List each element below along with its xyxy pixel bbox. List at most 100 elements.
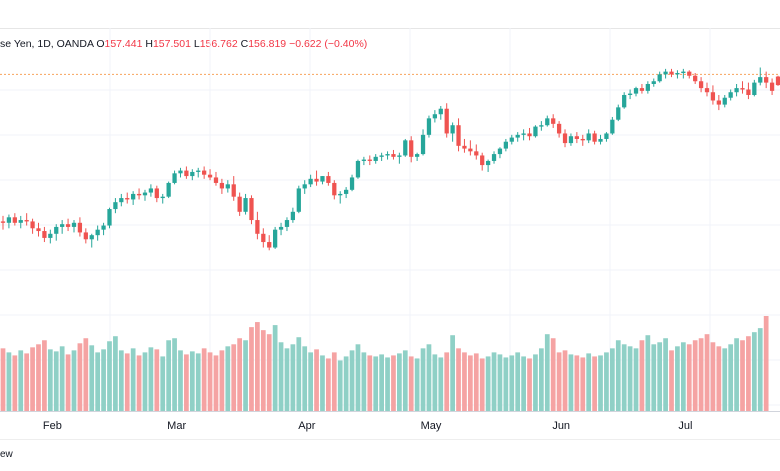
- candle: [397, 152, 402, 164]
- candle: [533, 125, 538, 138]
- candle-body: [580, 138, 585, 141]
- candle: [42, 226, 47, 243]
- candle: [657, 71, 662, 83]
- candle: [349, 174, 355, 192]
- legend-symbol: se Yen, 1D, OANDA: [0, 38, 94, 50]
- candle: [456, 118, 461, 152]
- candle: [769, 78, 775, 95]
- volume-bar: [468, 355, 473, 411]
- candle: [497, 147, 503, 159]
- volume-bar: [355, 344, 361, 411]
- candle-body: [290, 211, 296, 221]
- volume-bar: [0, 348, 6, 411]
- candle: [556, 121, 562, 138]
- volume-bar: [326, 358, 331, 411]
- volume-bar: [124, 353, 130, 411]
- volume-bar: [284, 348, 290, 411]
- candle-body: [154, 188, 159, 199]
- candle-body: [622, 94, 627, 108]
- candle: [36, 222, 41, 237]
- candle-body: [148, 188, 154, 193]
- candle-body: [308, 178, 313, 185]
- volume-bar: [450, 335, 455, 411]
- candle: [551, 114, 556, 128]
- candle: [627, 89, 633, 100]
- candle-body: [704, 88, 710, 93]
- volume-bar: [663, 338, 668, 411]
- candle: [131, 191, 136, 205]
- volume-bar: [686, 344, 692, 411]
- candle: [290, 207, 296, 223]
- candle-body: [758, 77, 763, 83]
- candle-body: [450, 125, 455, 134]
- candle-body: [521, 133, 526, 135]
- volume-bar: [497, 354, 503, 411]
- candle: [107, 207, 112, 229]
- candle-body: [480, 155, 485, 166]
- candle: [332, 180, 337, 200]
- candle: [545, 115, 550, 127]
- candle: [432, 110, 437, 123]
- candle-body: [71, 222, 77, 227]
- legend-close-value: 156.819: [248, 38, 287, 50]
- candle: [764, 71, 769, 89]
- candle: [48, 229, 53, 244]
- candle-body: [36, 228, 41, 232]
- volume-bar: [331, 352, 337, 411]
- legend-close-label: C: [240, 38, 249, 50]
- volume-bar: [740, 340, 745, 411]
- candle-body: [568, 136, 574, 144]
- candle-body: [6, 217, 12, 223]
- volume-bar: [533, 354, 538, 411]
- volume-bar: [160, 356, 166, 411]
- volume-bar: [77, 343, 83, 411]
- candle: [574, 132, 579, 144]
- candle: [18, 215, 23, 229]
- volume-bar: [24, 353, 30, 411]
- candle-body: [474, 151, 479, 156]
- candle: [249, 195, 254, 225]
- volume-bar: [751, 332, 757, 411]
- volume-bar: [456, 348, 461, 411]
- volume-bar: [101, 349, 106, 411]
- candle-body: [527, 133, 532, 137]
- candle-body: [178, 170, 183, 174]
- volume-bar: [669, 350, 674, 411]
- volume-bar: [166, 340, 172, 411]
- candle: [54, 224, 59, 241]
- volume-bar: [302, 346, 308, 411]
- volume-bar: [675, 346, 680, 411]
- volume-bar: [473, 353, 479, 411]
- candle: [722, 94, 727, 108]
- candle-body: [675, 72, 680, 75]
- candle-body: [562, 133, 568, 144]
- candle: [379, 152, 384, 161]
- candle: [190, 169, 195, 181]
- candle-body: [237, 196, 242, 212]
- time-axis[interactable]: Feb Mar Apr May Jun Jul: [0, 411, 780, 440]
- candle-body: [610, 119, 615, 134]
- candle: [586, 129, 591, 144]
- volume-bar: [201, 348, 207, 411]
- candle: [704, 82, 710, 97]
- candle: [426, 115, 432, 138]
- volume-bar: [485, 356, 491, 411]
- candle: [113, 198, 118, 214]
- candle-body: [468, 148, 473, 152]
- candle: [373, 154, 378, 164]
- candle: [101, 222, 106, 236]
- legend-change: −0.622 (−0.40%): [289, 38, 368, 50]
- candle-body: [409, 140, 414, 157]
- candle: [30, 218, 35, 234]
- volume-bar: [462, 352, 467, 411]
- volume-bar: [237, 338, 243, 411]
- volume-bar: [18, 350, 24, 411]
- volume-bar: [657, 342, 663, 411]
- candle-body: [385, 154, 390, 156]
- candle-body: [491, 154, 497, 161]
- candle-body: [296, 188, 301, 212]
- candle: [414, 152, 420, 161]
- volume-bar: [337, 360, 343, 411]
- candle-body: [267, 242, 272, 248]
